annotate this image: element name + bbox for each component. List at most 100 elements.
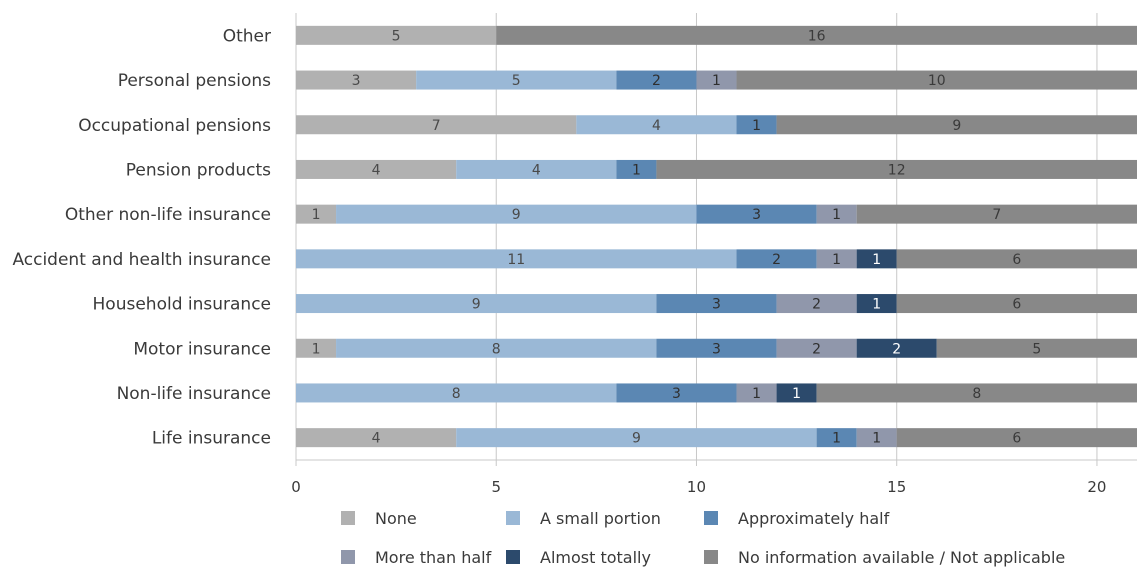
legend-label: A small portion [540, 509, 661, 528]
category-label: Personal pensions [118, 71, 271, 91]
data-label: 4 [372, 431, 381, 447]
legend-label: None [375, 509, 417, 528]
bar-segment [896, 294, 1137, 314]
legend-label: Almost totally [540, 548, 651, 567]
bar-segment [696, 70, 737, 90]
x-tick-label: 15 [887, 478, 906, 496]
data-label: 11 [507, 252, 525, 268]
bar-segment [296, 428, 457, 448]
data-label: 6 [1012, 252, 1021, 268]
x-tick-label: 5 [491, 478, 501, 496]
bar-segment [736, 115, 777, 135]
legend-label: More than half [375, 548, 492, 567]
bar-segment [856, 338, 937, 358]
bar-segment [776, 383, 817, 403]
x-tick-label: 20 [1087, 478, 1106, 496]
bar-segment [296, 338, 337, 358]
bar-segment [456, 159, 617, 179]
x-tick-label: 0 [291, 478, 301, 496]
data-label: 9 [952, 118, 961, 134]
bar-segment [616, 159, 657, 179]
category-label: Pension products [126, 160, 271, 180]
bar-segment [856, 204, 1137, 224]
data-label: 8 [492, 341, 501, 357]
data-label: 1 [832, 207, 841, 223]
data-label: 1 [832, 252, 841, 268]
category-label: Non-life insurance [117, 384, 271, 404]
data-label: 5 [392, 28, 401, 44]
data-labels-layer: 5 163 5 2 1 107 4 1 94 4 1 121 9 3 1 711 2 1 1 69 3 2 1 61 8 3 2 2 5… [312, 28, 1042, 446]
data-label: 3 [712, 297, 721, 313]
category-label: Household insurance [93, 295, 271, 315]
data-label: 3 [352, 73, 361, 89]
category-label: Other [223, 26, 271, 46]
data-label: 10 [928, 73, 946, 89]
legend-swatch [506, 550, 520, 564]
bar-segment [736, 249, 817, 269]
bar-segment [896, 249, 1137, 269]
data-label: 2 [772, 252, 781, 268]
data-label: 1 [312, 207, 321, 223]
bar-segment [816, 204, 857, 224]
category-label: Motor insurance [133, 339, 271, 359]
data-label: 1 [632, 162, 641, 178]
data-label: 9 [632, 431, 641, 447]
data-label: 2 [892, 341, 901, 357]
data-label: 2 [652, 73, 661, 89]
bar-segment [576, 115, 737, 135]
data-label: 1 [792, 386, 801, 402]
bar-segment [856, 428, 897, 448]
data-label: 2 [812, 341, 821, 357]
bar-segment [656, 338, 777, 358]
x-tick-label: 10 [687, 478, 706, 496]
data-label: 1 [872, 297, 881, 313]
data-label: 8 [452, 386, 461, 402]
category-label: Occupational pensions [78, 116, 271, 136]
legend-label: Approximately half [738, 509, 890, 528]
bar-segment [336, 204, 697, 224]
category-label: Accident and health insurance [12, 250, 271, 270]
bar-segment [776, 294, 857, 314]
bar-segment [296, 70, 417, 90]
data-label: 5 [512, 73, 521, 89]
data-label: 4 [652, 118, 661, 134]
data-label: 3 [752, 207, 761, 223]
data-label: 1 [832, 431, 841, 447]
legend-swatch [506, 511, 520, 525]
data-label: 1 [752, 386, 761, 402]
data-label: 1 [872, 252, 881, 268]
bar-segment [776, 338, 857, 358]
data-label: 12 [888, 162, 906, 178]
bar-segment [296, 204, 337, 224]
data-label: 2 [812, 297, 821, 313]
bar-segment [896, 428, 1137, 448]
bar-segment [496, 25, 1137, 45]
data-label: 16 [808, 28, 826, 44]
bar-segment [736, 70, 1137, 90]
data-label: 6 [1012, 431, 1021, 447]
data-label: 1 [752, 118, 761, 134]
bar-segment [776, 115, 1137, 135]
data-label: 1 [312, 341, 321, 357]
data-label: 5 [1032, 341, 1041, 357]
data-label: 8 [972, 386, 981, 402]
data-label: 6 [1012, 297, 1021, 313]
bar-segment [296, 25, 497, 45]
bar-segment [856, 249, 897, 269]
legend: None A small portion Approximately half Mor… [341, 509, 1065, 567]
data-label: 3 [672, 386, 681, 402]
data-label: 4 [372, 162, 381, 178]
bar-segment [696, 204, 817, 224]
bar-segment [296, 159, 457, 179]
x-tick-labels-layer: 0 5 10 15 20 [291, 478, 1106, 496]
bar-segment [816, 428, 857, 448]
bar-segment [296, 249, 737, 269]
legend-label: No information available / Not applicabl… [738, 548, 1065, 567]
data-label: 9 [472, 297, 481, 313]
legend-swatch [704, 511, 718, 525]
bar-segment [296, 294, 657, 314]
bar-segment [736, 383, 777, 403]
bar-segment [296, 383, 617, 403]
